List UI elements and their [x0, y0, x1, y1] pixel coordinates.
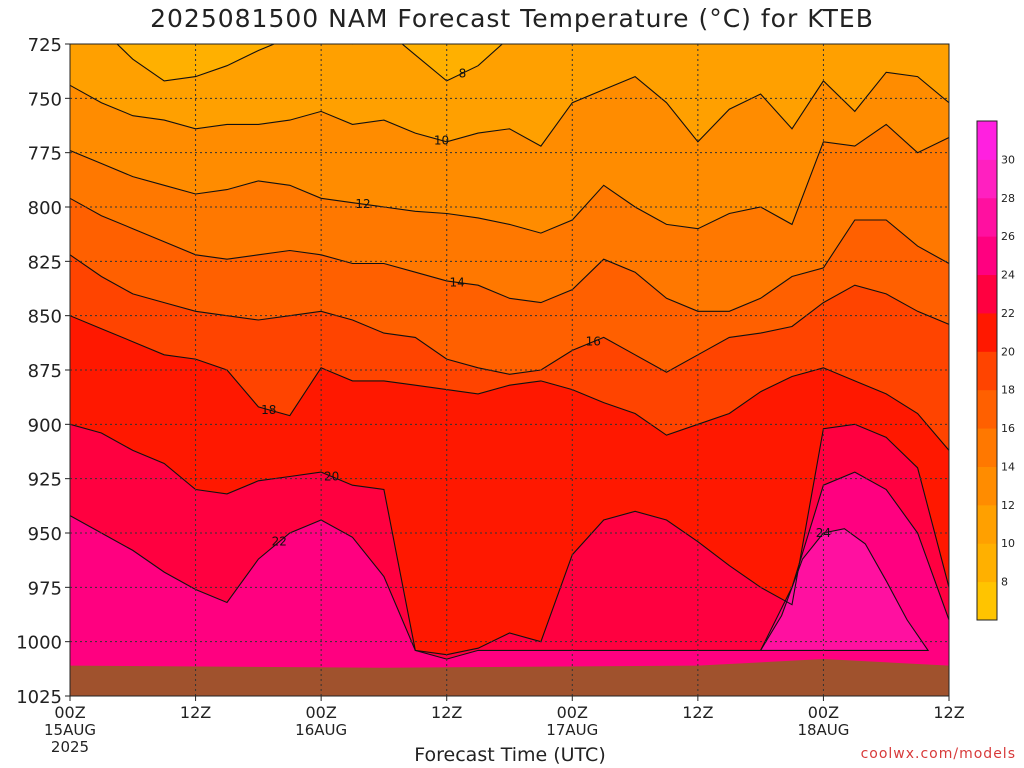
colorbar-label: 28: [1001, 192, 1015, 205]
y-tick-label: 875: [28, 361, 62, 382]
colorbar-swatch: [977, 197, 997, 237]
colorbar-label: 30: [1001, 153, 1015, 166]
contour-line-8: [116, 44, 504, 82]
y-tick-label: 825: [28, 252, 62, 273]
colorbar: 8 10 12 14 16 18 20 22 24 26 28 30: [976, 120, 1015, 621]
colorbar-swatch: [977, 389, 997, 429]
colorbar-label: 18: [1001, 384, 1015, 397]
contour-line-22: [70, 471, 949, 660]
x-tick-label: 00Z: [305, 703, 336, 722]
colorbar-swatch: [977, 504, 997, 544]
colorbar-swatch: [977, 121, 997, 160]
colorbar-swatch: [977, 543, 997, 583]
colorbar-swatch: [977, 159, 997, 199]
x-tick-date: 16AUG: [295, 721, 347, 739]
y-axis: 725 750 775 800 825 850 875 900 925 950 975 1000 102…: [16, 35, 70, 708]
y-tick-label: 950: [28, 524, 62, 545]
colorbar-label: 14: [1001, 460, 1015, 473]
y-tick-label: 900: [28, 415, 62, 436]
x-tick-label: 12Z: [933, 703, 964, 722]
contour-line-14: [70, 197, 949, 312]
y-tick-label: 975: [28, 578, 62, 599]
contour-label-18: 18: [261, 403, 276, 417]
colorbar-swatch: [977, 351, 997, 391]
colorbar-label: 26: [1001, 230, 1015, 243]
y-tick-label: 1025: [16, 687, 62, 708]
colorbar-label: 10: [1001, 537, 1015, 550]
x-tick-label: 00Z: [808, 703, 839, 722]
colorbar-swatch: [977, 274, 997, 314]
colorbar-swatch: [977, 428, 997, 467]
contour-label-12: 12: [355, 197, 370, 211]
x-tick-year: 2025: [51, 738, 89, 756]
colorbar-swatch: [977, 236, 997, 276]
contour-label-8: 8: [459, 66, 467, 80]
contour-line-16: [70, 254, 949, 375]
colorbar-label: 24: [1001, 269, 1015, 282]
temperature-fill: [70, 44, 949, 696]
y-tick-label: 1000: [16, 633, 62, 654]
contour-label-20: 20: [324, 469, 339, 483]
colorbar-label: 22: [1001, 307, 1015, 320]
colorbar-label: 20: [1001, 345, 1015, 358]
credit-text: coolwx.com/models: [860, 746, 1016, 762]
fill-band-22: [70, 472, 949, 696]
fill-band-24: [760, 528, 929, 651]
contour-line-20: [70, 423, 949, 656]
x-tick-label: 00Z: [557, 703, 588, 722]
y-tick-label: 925: [28, 470, 62, 491]
contour-label-16: 16: [586, 335, 601, 349]
colorbar-frame: [976, 120, 998, 621]
contour-lines: [70, 44, 949, 660]
y-tick-label: 850: [28, 307, 62, 328]
x-tick-date: 15AUG: [44, 721, 96, 739]
ground-terrain: [70, 659, 949, 696]
contour-line-10: [70, 71, 949, 147]
contour-line-24: [759, 528, 930, 651]
x-tick-label: 12Z: [431, 703, 462, 722]
colorbar-label: 12: [1001, 499, 1015, 512]
grid-lines: [70, 44, 949, 696]
colorbar-label: 8: [1001, 576, 1008, 589]
x-axis-label: Forecast Time (UTC): [414, 744, 606, 766]
colorbar-swatch: [977, 466, 997, 506]
colorbar-swatch: [977, 581, 997, 621]
contour-label-22: 22: [272, 535, 287, 549]
y-tick-label: 750: [28, 89, 62, 110]
colorbar-label: 16: [1001, 422, 1015, 435]
x-tick-date: 18AUG: [797, 721, 849, 739]
x-tick-label: 00Z: [54, 703, 85, 722]
x-tick-date: 17AUG: [546, 721, 598, 739]
chart-title: 2025081500 NAM Forecast Temperature (°C)…: [150, 4, 874, 33]
contour-line-12: [70, 123, 949, 234]
contour-label-14: 14: [450, 275, 465, 289]
x-tick-label: 12Z: [180, 703, 211, 722]
y-tick-label: 800: [28, 198, 62, 219]
colorbar-swatch: [977, 312, 997, 352]
y-tick-label: 775: [28, 144, 62, 165]
contour-label-10: 10: [434, 133, 449, 147]
y-tick-label: 725: [28, 35, 62, 56]
x-tick-label: 12Z: [682, 703, 713, 722]
contour-label-24: 24: [816, 526, 831, 540]
contour-line-18: [70, 315, 949, 451]
